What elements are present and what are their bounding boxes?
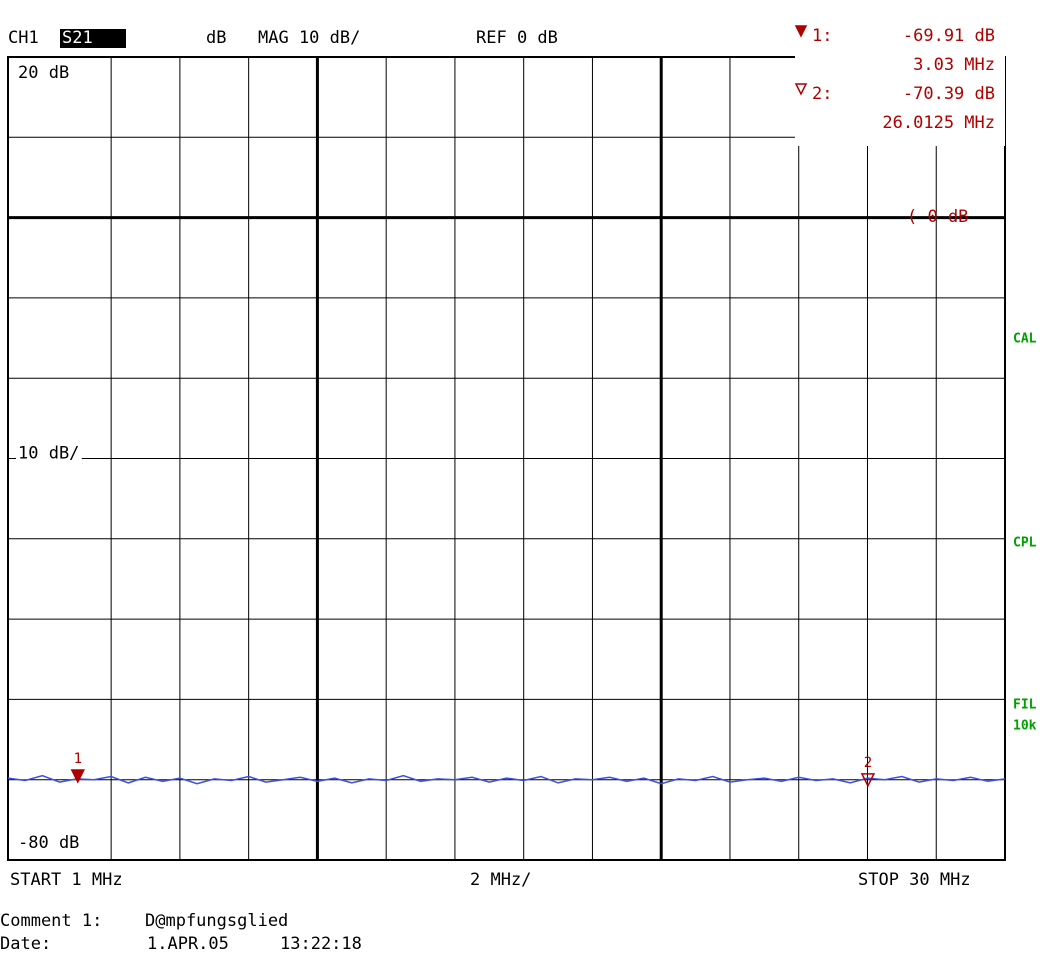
- param-box: [60, 29, 126, 48]
- marker-box: [795, 22, 1005, 146]
- marker-y-label: -69.91 dB: [903, 26, 995, 46]
- x-scale: 2 MHz/: [470, 870, 531, 890]
- x-start: START 1 MHz: [10, 870, 123, 890]
- marker: [70, 769, 86, 784]
- marker-y-label: -70.39 dB: [903, 84, 995, 104]
- marker-icon: [794, 25, 808, 38]
- label-bg: [16, 833, 82, 853]
- date: 1.APR.05: [147, 934, 229, 954]
- date-label: Date:: [0, 934, 51, 954]
- label-bg: [16, 63, 72, 83]
- format-unit: dB: [206, 28, 226, 48]
- axis-label: 20 dB: [18, 63, 69, 83]
- side-label: FIL: [1013, 698, 1037, 713]
- axis-label: 10 dB/: [18, 444, 79, 464]
- axis-label: -80 dB: [18, 833, 79, 853]
- parameter: S21: [62, 28, 93, 48]
- marker: [860, 773, 876, 788]
- marker-name: 2:: [812, 84, 832, 104]
- side-label: CAL: [1013, 332, 1037, 347]
- ref-marker-label: ( 0 dB: [907, 207, 968, 227]
- marker-name: 1:: [812, 26, 832, 46]
- comment: D@mpfungsglied: [145, 911, 288, 931]
- reference: REF 0 dB: [476, 28, 558, 48]
- label-bg: [16, 443, 82, 464]
- marker-x-label: 26.0125 MHz: [882, 113, 995, 133]
- marker-icon: [794, 83, 808, 96]
- trace: [7, 774, 1006, 785]
- side-label: 10k: [1013, 719, 1037, 734]
- marker-tag: 2: [864, 755, 872, 771]
- marker-tag: 1: [74, 751, 82, 767]
- comment-label: Comment 1:: [0, 911, 102, 931]
- scale: MAG 10 dB/: [258, 28, 360, 48]
- plot-frame: [7, 56, 1006, 861]
- channel: CH1: [8, 28, 39, 48]
- x-stop: STOP 30 MHz: [858, 870, 971, 890]
- marker-x-label: 3.03 MHz: [913, 55, 995, 75]
- time: 13:22:18: [280, 934, 362, 954]
- side-label: CPL: [1013, 536, 1037, 551]
